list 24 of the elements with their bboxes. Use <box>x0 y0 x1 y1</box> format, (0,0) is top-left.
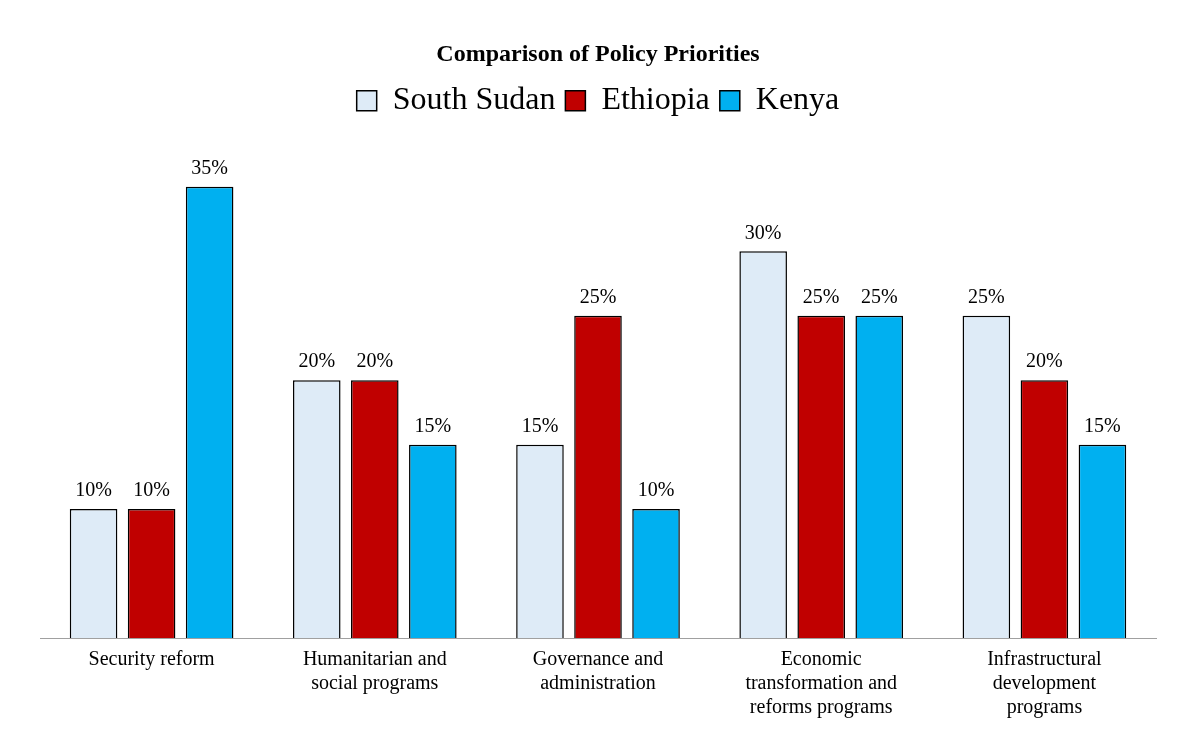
legend-label: Kenya <box>755 80 840 117</box>
x-tick-label: Humanitarian and social programs <box>302 647 447 695</box>
x-tick-label: Governance and administration <box>532 647 664 694</box>
data-label: 10% <box>133 478 170 501</box>
legend-label: Ethiopia <box>601 80 710 117</box>
x-tick-label: Infrastructural development programs <box>987 647 1103 719</box>
data-label: 35% <box>191 156 228 179</box>
data-label: 15% <box>1084 413 1121 436</box>
x-tick-label: Security reform <box>88 647 216 671</box>
data-label: 30% <box>744 220 782 243</box>
legend-label: South Sudan <box>392 80 556 117</box>
data-label: 15% <box>414 413 452 436</box>
data-label: 25% <box>802 284 840 307</box>
data-label: 15% <box>521 413 559 436</box>
data-label: 25% <box>860 284 898 307</box>
data-label: 20% <box>1026 349 1063 372</box>
data-label: 25% <box>968 284 1005 307</box>
data-label: 10% <box>75 478 112 501</box>
data-label: 25% <box>579 284 617 307</box>
chart-title: Comparison of Policy Priorities <box>436 39 760 66</box>
data-label: 10% <box>637 478 675 501</box>
x-tick-label: Economic transformation and reforms programs <box>745 647 898 719</box>
data-label: 20% <box>298 349 336 372</box>
data-label: 20% <box>356 349 394 372</box>
